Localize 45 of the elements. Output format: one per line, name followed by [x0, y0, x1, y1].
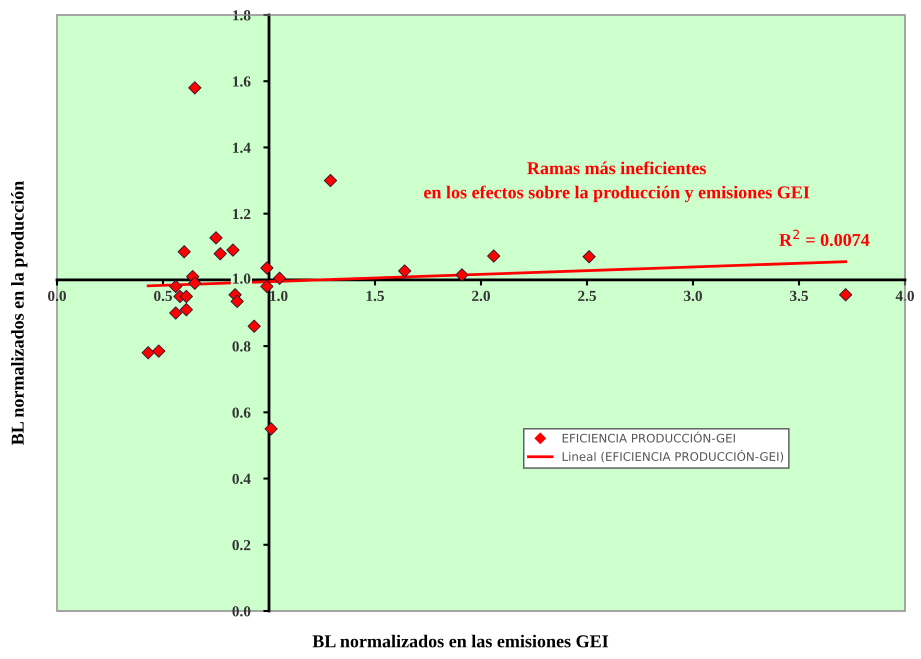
point	[487, 249, 500, 263]
x-tick-label: 3.0	[684, 290, 702, 302]
point	[169, 306, 182, 320]
point	[188, 276, 202, 290]
x-tick-label: 2.5	[578, 290, 596, 302]
point	[142, 346, 155, 360]
point	[188, 81, 202, 94]
y-axis-title: BL normalizados en la producción	[11, 181, 28, 445]
point	[839, 288, 852, 302]
x-tick-label: 0.0	[48, 290, 66, 302]
point	[272, 272, 286, 285]
point	[178, 245, 191, 258]
y-tick-label: 1.2	[233, 208, 250, 220]
annotation: Ramas más ineficientes en los efectos sobre la producción y emisiones GEI	[424, 161, 810, 202]
y-tick-label: 0.4	[232, 474, 251, 484]
point	[209, 231, 223, 244]
y-tick-label: 0.8	[232, 341, 250, 352]
legend-label: Lineal (EFICIENCIA PRODUCCIÓN-GEI)	[562, 450, 784, 462]
x-tick-label: 1.5	[366, 290, 384, 302]
y-tick-label: 0.2	[232, 540, 250, 550]
y-tick-label: 1.4	[233, 142, 251, 153]
annotation: R$^{2}$ = 0.0074	[779, 230, 870, 246]
point	[455, 268, 469, 282]
point	[264, 422, 278, 436]
y-tick-label: 1.6	[233, 76, 250, 87]
point	[230, 294, 244, 308]
x-tick-label: 2.0	[472, 290, 490, 302]
point	[582, 250, 596, 264]
y-tick-label: 0.6	[232, 407, 250, 418]
point	[152, 344, 166, 358]
point	[324, 174, 338, 188]
point	[214, 247, 227, 260]
point	[248, 320, 261, 333]
legend-label: EFICIENCIA PRODUCCIÓN-GEI	[562, 432, 735, 443]
x-tick-label: 3.5	[790, 290, 808, 302]
point	[226, 243, 240, 257]
point	[260, 261, 274, 275]
x-axis-title: BL normalizados en las emisiones GEI	[312, 634, 608, 648]
y-tick-label: 1.0	[233, 273, 250, 284]
point	[398, 264, 412, 278]
point	[180, 303, 193, 316]
x-tick-label: 4.0	[896, 290, 914, 302]
x-tick-label: 0.5	[154, 290, 172, 302]
point	[180, 290, 193, 304]
y-tick-label: 0.0	[232, 606, 250, 617]
